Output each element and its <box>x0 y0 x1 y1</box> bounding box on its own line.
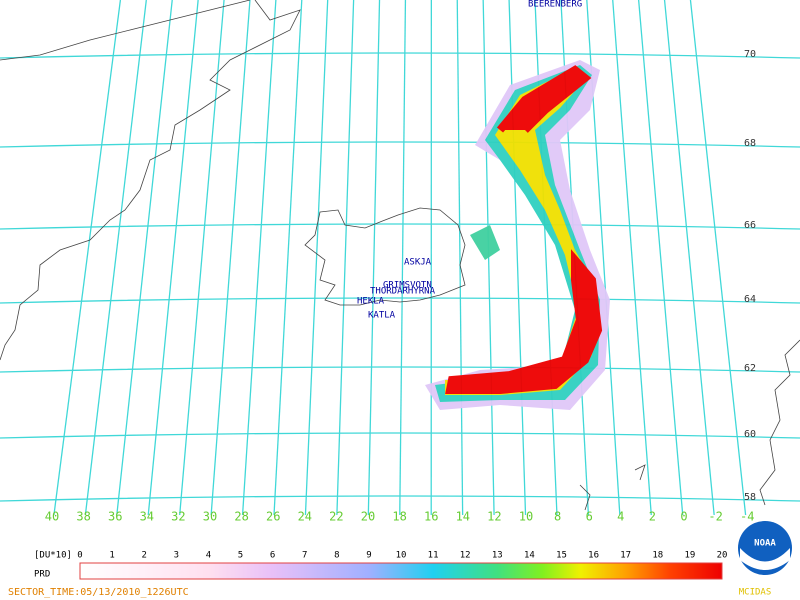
mcidas-label: MCIDAS <box>739 588 772 598</box>
longitude-label: 8 <box>554 510 561 524</box>
colorbar-label: 13 <box>492 551 503 561</box>
longitude-label: -4 <box>740 510 754 524</box>
longitude-label: 6 <box>586 510 593 524</box>
longitude-label: 14 <box>456 510 470 524</box>
colorbar-label: 18 <box>652 551 663 561</box>
longitude-line <box>663 0 717 531</box>
colorbar-label: 14 <box>524 551 535 561</box>
colorbar-label: 12 <box>460 551 471 561</box>
longitude-label: 4 <box>617 510 624 524</box>
longitude-label: 12 <box>487 510 501 524</box>
longitude-label: 34 <box>140 510 154 524</box>
longitude-line <box>304 0 329 531</box>
latitude-line <box>0 297 800 304</box>
volcano-label: HEKLA <box>357 297 385 307</box>
noaa-label: NOAA <box>754 539 776 549</box>
colorbar-label: 9 <box>366 551 371 561</box>
sector-time: SECTOR_TIME:05/13/2010_1226UTC <box>8 587 189 598</box>
longitude-line <box>209 0 251 531</box>
longitude-label: 38 <box>76 510 90 524</box>
longitude-label: 2 <box>649 510 656 524</box>
colorbar-label: 15 <box>556 551 567 561</box>
plume-core <box>445 65 603 394</box>
iceland-coast <box>304 207 466 306</box>
latitude-label: 58 <box>744 492 756 503</box>
colorbar-label: 6 <box>270 551 275 561</box>
shetland-coast <box>579 464 646 511</box>
longitude-line <box>146 0 199 531</box>
latitude-label: 66 <box>744 220 756 231</box>
latitude-label: 70 <box>744 49 756 60</box>
ash-plume <box>425 60 610 410</box>
longitude-line <box>51 0 122 531</box>
latitude-label: 60 <box>744 429 756 440</box>
coastlines <box>0 0 800 511</box>
colorbar-label: 3 <box>174 551 179 561</box>
longitude-label: 30 <box>203 510 217 524</box>
longitude-label: 24 <box>298 510 312 524</box>
volcano-label: BEERENBERG <box>528 0 582 10</box>
greenland-coast <box>0 0 301 361</box>
longitude-line <box>398 0 407 531</box>
colorbar-label: 20 <box>717 551 728 561</box>
product-label: PRD <box>34 570 50 580</box>
latitude-line <box>0 52 800 59</box>
longitude-line <box>508 0 527 531</box>
colorbar-unit: [DU*10] <box>34 551 72 561</box>
colorbar-label: 4 <box>206 551 211 561</box>
longitude-label: 22 <box>329 510 343 524</box>
colorbar-label: 1 <box>109 551 114 561</box>
latitude-label: 64 <box>744 294 756 305</box>
longitude-line <box>367 0 381 531</box>
longitude-line <box>114 0 173 531</box>
longitude-label: 0 <box>680 510 687 524</box>
latitude-line <box>0 141 800 148</box>
graticule <box>0 0 800 531</box>
longitude-label: 16 <box>424 510 438 524</box>
volcano-label: ASKJA <box>404 258 432 268</box>
volcano-label: KATLA <box>368 311 396 321</box>
volcano-label: THORDARHYRNA <box>370 287 436 297</box>
longitude-label: 28 <box>234 510 248 524</box>
longitude-line <box>335 0 355 531</box>
longitude-label: 32 <box>171 510 185 524</box>
latitude-line <box>0 432 800 439</box>
volcano-label: GRIMSVOTN <box>383 281 432 291</box>
longitude-line <box>177 0 225 531</box>
colorbar-label: 11 <box>428 551 439 561</box>
longitude-label: 20 <box>361 510 375 524</box>
plume-patch <box>470 225 500 260</box>
longitude-line <box>637 0 685 531</box>
colorbar-label: 17 <box>620 551 631 561</box>
colorbar-label: 10 <box>396 551 407 561</box>
colorbar-label: 16 <box>588 551 599 561</box>
norway-coast <box>759 339 800 506</box>
noaa-logo-wave <box>740 548 790 570</box>
latitude-line <box>0 366 800 373</box>
longitude-line <box>240 0 277 531</box>
colorbar <box>79 562 723 580</box>
colorbar-label: 7 <box>302 551 307 561</box>
longitude-line <box>689 0 748 531</box>
colorbar-label: 5 <box>238 551 243 561</box>
longitude-line <box>482 0 496 531</box>
latitude-label: 68 <box>744 138 756 149</box>
latitude-line <box>0 223 800 230</box>
colorbar-label: 8 <box>334 551 339 561</box>
longitude-line <box>612 0 654 531</box>
longitude-label: 10 <box>519 510 533 524</box>
colorbar-label: 19 <box>684 551 695 561</box>
longitude-label: 36 <box>108 510 122 524</box>
colorbar-label: 0 <box>77 551 82 561</box>
longitude-label: 40 <box>45 510 59 524</box>
longitude-label: 18 <box>392 510 406 524</box>
longitude-line <box>272 0 303 531</box>
colorbar-label: 2 <box>141 551 146 561</box>
longitude-label: 26 <box>266 510 280 524</box>
longitude-line <box>82 0 147 531</box>
latitude-label: 62 <box>744 363 756 374</box>
longitude-label: -2 <box>708 510 722 524</box>
